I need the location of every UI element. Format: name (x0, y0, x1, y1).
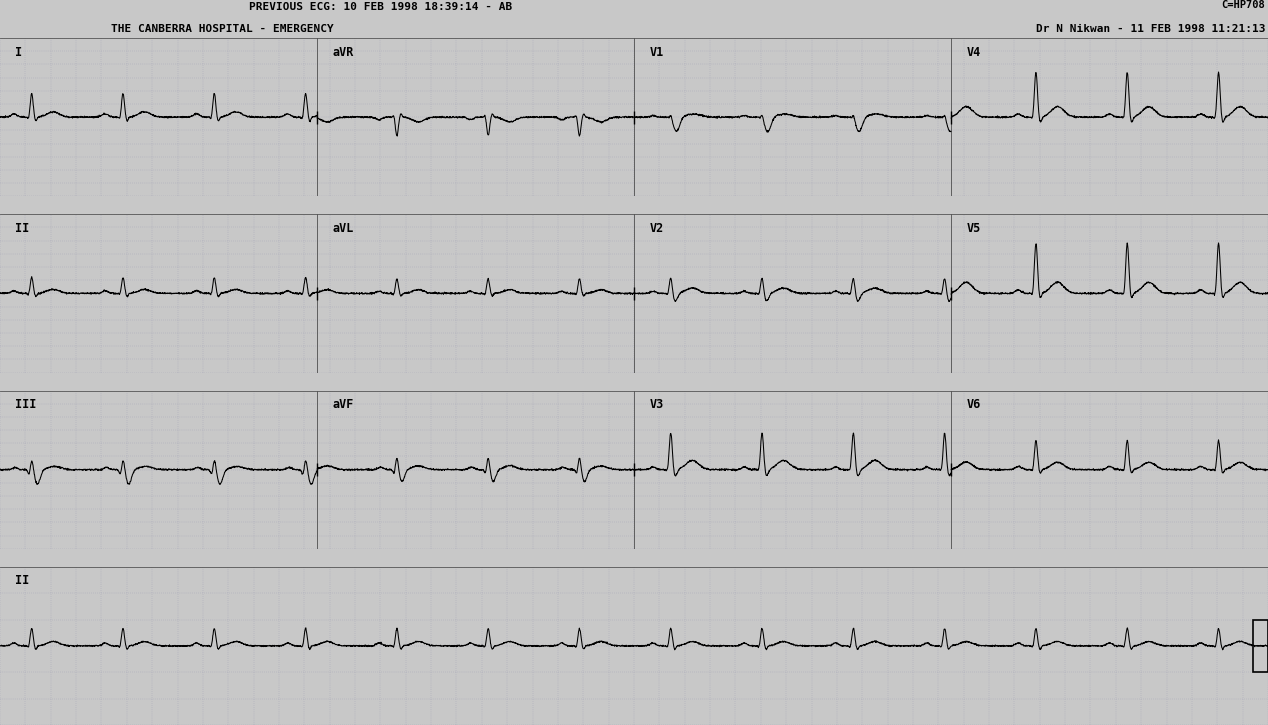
Text: V6: V6 (966, 398, 980, 411)
Text: C=HP708: C=HP708 (1221, 1, 1265, 10)
Text: III: III (15, 398, 37, 411)
Text: Dr N Nikwan - 11 FEB 1998 11:21:13: Dr N Nikwan - 11 FEB 1998 11:21:13 (1036, 23, 1265, 33)
Text: V2: V2 (649, 222, 663, 235)
Text: II: II (15, 574, 29, 587)
Text: aVL: aVL (332, 222, 354, 235)
Text: V3: V3 (649, 398, 663, 411)
Text: THE CANBERRA HOSPITAL - EMERGENCY: THE CANBERRA HOSPITAL - EMERGENCY (110, 23, 333, 33)
Text: aVR: aVR (332, 46, 354, 59)
Text: aVF: aVF (332, 398, 354, 411)
Text: I: I (15, 46, 23, 59)
Text: PREVIOUS ECG: 10 FEB 1998 18:39:14 - AB: PREVIOUS ECG: 10 FEB 1998 18:39:14 - AB (249, 2, 512, 12)
Text: V4: V4 (966, 46, 980, 59)
Text: V5: V5 (966, 222, 980, 235)
Bar (1253, 619, 1268, 672)
Text: V1: V1 (649, 46, 663, 59)
Text: II: II (15, 222, 29, 235)
